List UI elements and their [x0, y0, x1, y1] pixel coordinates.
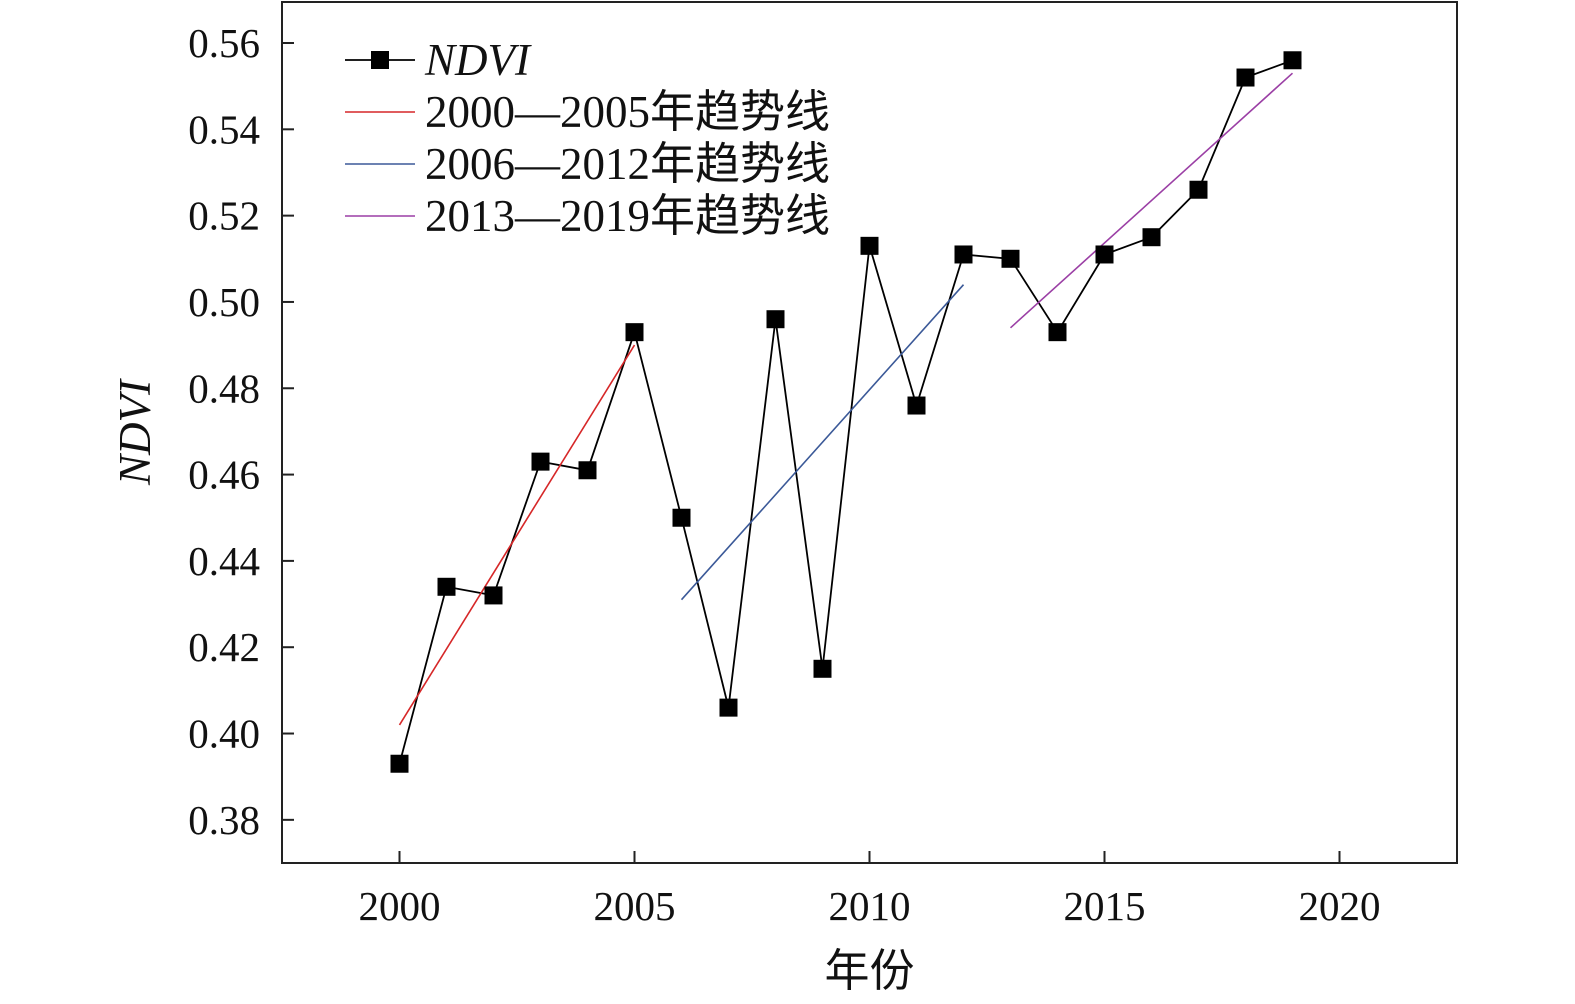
ndvi-marker-2019 — [1283, 51, 1302, 70]
x-tick-label-2010: 2010 — [829, 883, 911, 929]
legend-label-2013-2019: 2013—2019年趋势线 — [425, 191, 830, 241]
y-tick-label-0.42: 0.42 — [188, 624, 260, 670]
legend-item-2000-2005: 2000—2005年趋势线 — [345, 87, 830, 137]
plot-markers — [390, 51, 1302, 773]
y-tick-label-0.40: 0.40 — [188, 711, 260, 757]
2006-2012-line — [680, 284, 965, 601]
legend-label-2006-2012: 2006—2012年趋势线 — [425, 139, 830, 189]
y-tick-label-0.56: 0.56 — [188, 20, 260, 66]
ndvi-marker-2007 — [719, 698, 738, 717]
y-tick-label-0.38: 0.38 — [188, 797, 260, 843]
ndvi-marker-2012 — [954, 245, 973, 264]
legend-swatch-marker-ndvi — [371, 51, 389, 69]
ndvi-marker-2014 — [1048, 323, 1067, 342]
legend-label-2000-2005: 2000—2005年趋势线 — [425, 87, 830, 137]
ndvi-marker-2003 — [531, 452, 550, 471]
legend-item-2006-2012: 2006—2012年趋势线 — [345, 139, 830, 189]
legend-item-2013-2019: 2013—2019年趋势线 — [345, 191, 830, 241]
y-tick-label-0.48: 0.48 — [188, 365, 260, 411]
ndvi-marker-2018 — [1236, 68, 1255, 87]
ndvi-marker-2015 — [1095, 245, 1114, 264]
ndvi-marker-2017 — [1189, 180, 1208, 199]
2000-2005-line — [398, 344, 636, 726]
legend: NDVI2000—2005年趋势线2006—2012年趋势线2013—2019年… — [345, 35, 830, 241]
y-axis-title: NDVI — [110, 378, 160, 486]
y-tick-label-0.50: 0.50 — [188, 279, 260, 325]
ndvi-marker-2005 — [625, 323, 644, 342]
y-tick-label-0.52: 0.52 — [188, 193, 260, 239]
ndvi-marker-2010 — [860, 236, 879, 255]
x-tick-label-2000: 2000 — [359, 883, 441, 929]
legend-item-ndvi: NDVI — [345, 35, 532, 85]
ndvi-marker-2008 — [766, 310, 785, 329]
x-axis-title: 年份 — [824, 946, 914, 996]
x-axis: 2000 2005 2010 2015 2020 — [359, 851, 1381, 929]
x-tick-label-2005: 2005 — [594, 883, 676, 929]
ndvi-marker-2004 — [578, 461, 597, 480]
ndvi-marker-2009 — [813, 659, 832, 678]
2013-2019-line — [1009, 72, 1294, 329]
legend-label-ndvi: NDVI — [424, 35, 532, 85]
ndvi-marker-2013 — [1001, 249, 1020, 268]
x-tick-label-2015: 2015 — [1064, 883, 1146, 929]
y-axis: 0.38 0.40 0.42 0.44 0.46 0.48 0.50 0.52 0.54 0.56 — [188, 20, 294, 843]
ndvi-marker-2006 — [672, 508, 691, 527]
y-tick-label-0.46: 0.46 — [188, 452, 260, 498]
ndvi-marker-2016 — [1142, 228, 1161, 247]
ndvi-marker-2000 — [390, 754, 409, 773]
y-tick-label-0.44: 0.44 — [188, 538, 260, 584]
ndvi-marker-2011 — [907, 396, 926, 415]
ndvi-marker-2001 — [437, 577, 456, 596]
ndvi-marker-2002 — [484, 586, 503, 605]
x-tick-label-2020: 2020 — [1299, 883, 1381, 929]
y-tick-label-0.54: 0.54 — [188, 106, 260, 152]
